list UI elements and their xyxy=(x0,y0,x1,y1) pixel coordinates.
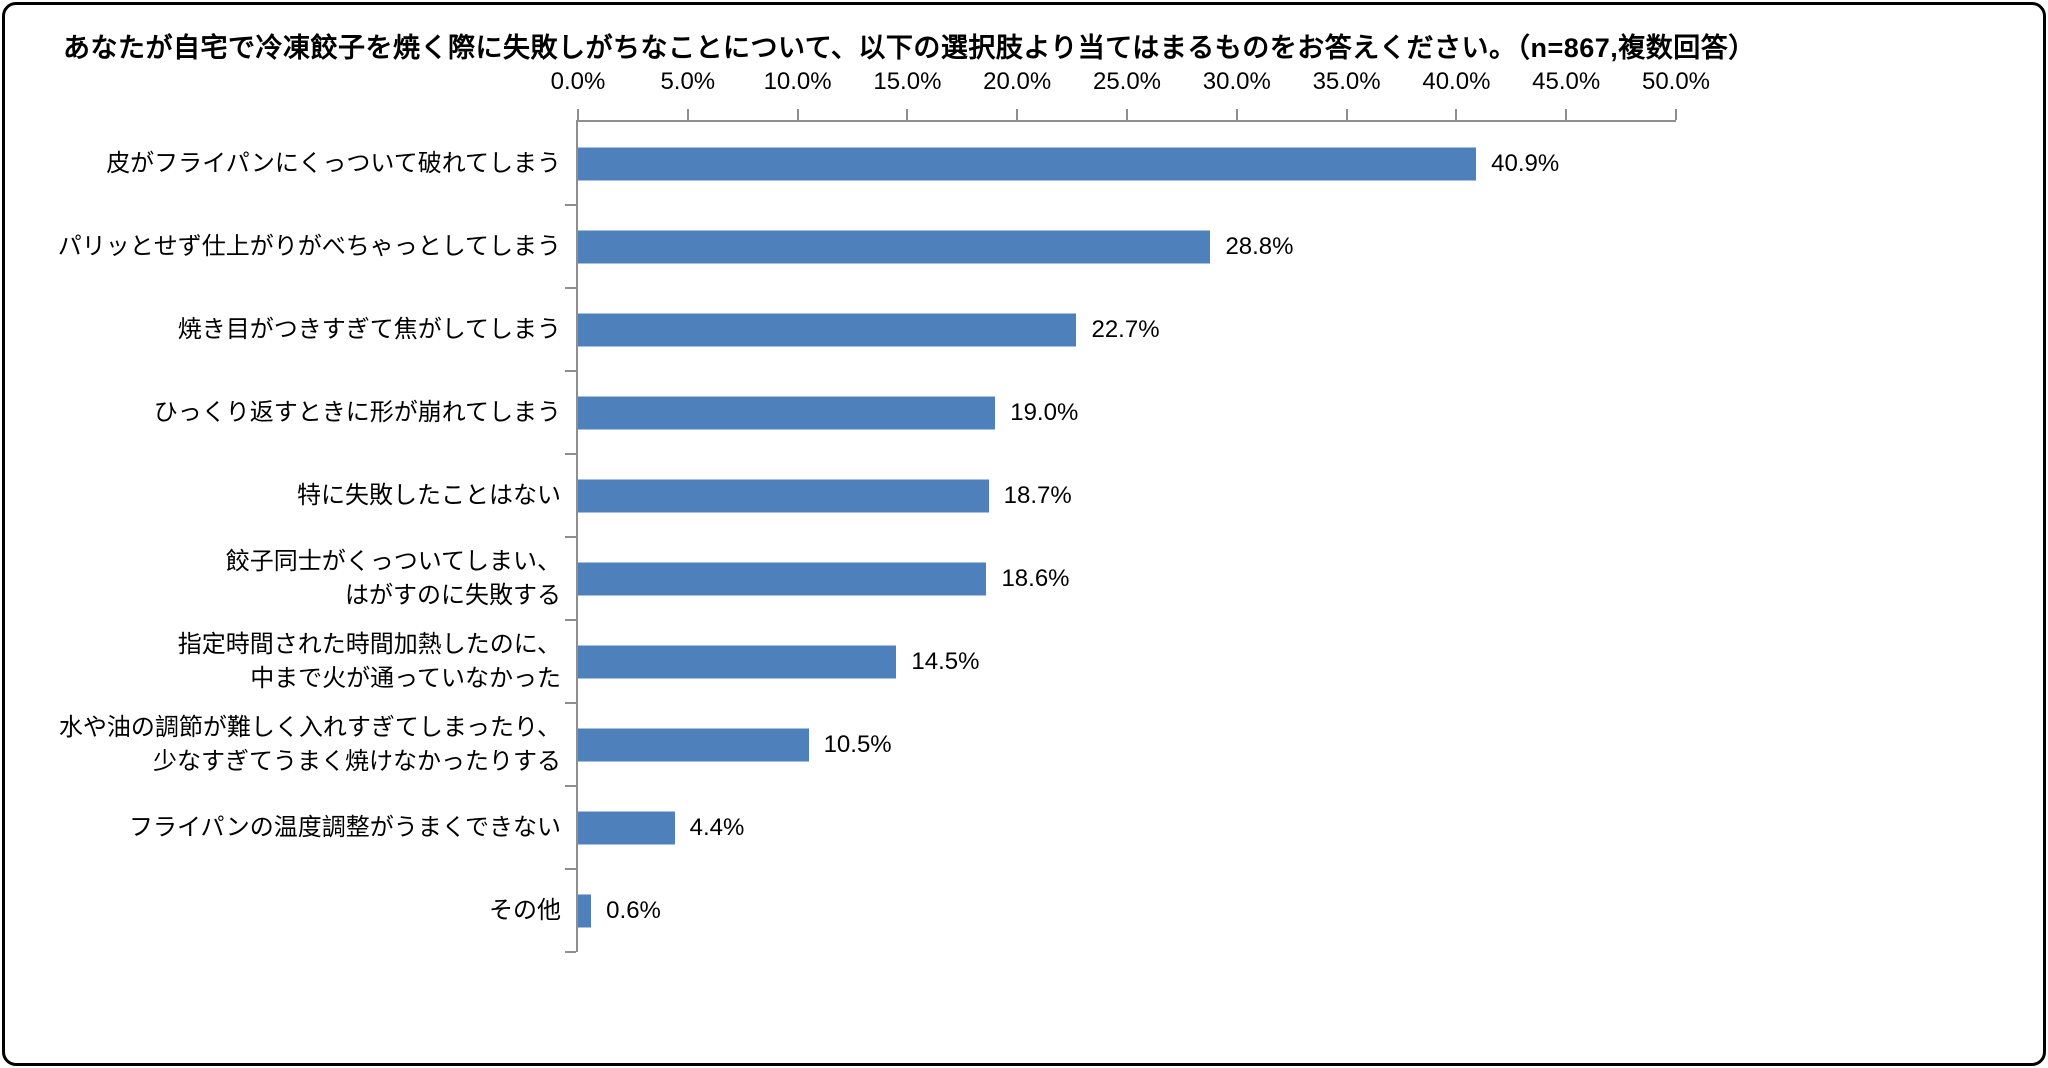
bar xyxy=(578,894,592,927)
value-label: 18.6% xyxy=(1001,564,1070,592)
category-row: 水や油の調節が難しく入れすぎてしまったり、 少なすぎてうまく焼けなかったりする 1… xyxy=(59,703,1676,787)
bar xyxy=(578,313,1077,346)
bar xyxy=(578,479,989,512)
value-label: 19.0% xyxy=(1010,398,1079,426)
bar xyxy=(578,396,996,429)
bar xyxy=(578,728,809,761)
x-axis-tick-label: 0.0% xyxy=(550,68,606,95)
value-label: 14.5% xyxy=(911,647,980,675)
value-label: 28.8% xyxy=(1225,232,1294,260)
x-axis-tick-mark xyxy=(1675,109,1677,120)
category-tick-mark xyxy=(565,536,576,538)
category-tick-mark xyxy=(565,951,576,953)
bar xyxy=(578,645,897,678)
x-axis-tick-label: 15.0% xyxy=(873,68,942,95)
x-axis-tick-mark xyxy=(686,109,689,120)
value-label: 10.5% xyxy=(823,730,892,758)
x-axis-tick-label: 45.0% xyxy=(1532,68,1601,95)
category-label: ひっくり返すときに形が崩れてしまう xyxy=(153,398,561,426)
category-tick-mark xyxy=(565,453,576,455)
x-axis-tick-mark xyxy=(1016,109,1019,120)
x-axis-tick-label: 10.0% xyxy=(763,68,832,95)
category-row: 焼き目がつきすぎて焦がしてしまう 22.7% xyxy=(178,288,1676,372)
category-tick-mark xyxy=(565,702,576,704)
x-axis-tick-mark xyxy=(1235,109,1238,120)
category-label: パリッとせず仕上がりがべちゃっとしてしまう xyxy=(57,232,561,260)
category-row: 餃子同士がくっついてしまい、 はがすのに失敗する 18.6% xyxy=(226,537,1676,621)
category-row: その他 0.6% xyxy=(489,869,1676,953)
x-axis-tick-label: 30.0% xyxy=(1202,68,1271,95)
x-axis-tick-mark xyxy=(1126,109,1128,120)
value-label: 40.9% xyxy=(1491,149,1560,177)
category-tick-mark xyxy=(565,287,576,289)
category-row: 特に失敗したことはない 18.7% xyxy=(297,454,1676,538)
category-label: 餃子同士がくっついてしまい、 はがすのに失敗する xyxy=(225,547,561,609)
value-label: 0.6% xyxy=(606,896,661,924)
x-axis-line xyxy=(576,120,1676,122)
category-label: フライパンの温度調整がうまくできない xyxy=(129,813,561,841)
category-tick-mark xyxy=(565,785,576,787)
value-label: 4.4% xyxy=(689,813,745,841)
x-axis-tick-mark xyxy=(1565,109,1568,120)
category-label: 水や油の調節が難しく入れすぎてしまったり、 少なすぎてうまく焼けなかったりする xyxy=(58,713,561,775)
x-axis-tick-label: 20.0% xyxy=(983,68,1052,95)
x-axis-tick-label: 40.0% xyxy=(1422,68,1491,95)
bar xyxy=(578,562,987,595)
bar xyxy=(578,230,1211,263)
category-label: その他 xyxy=(489,896,561,924)
bar xyxy=(578,811,675,844)
x-axis-tick-mark xyxy=(1455,109,1458,120)
value-label: 22.7% xyxy=(1091,315,1160,343)
category-label: 指定時間された時間加熱したのに、 中まで火が通っていなかった xyxy=(177,630,561,692)
x-axis-tick-mark xyxy=(796,109,799,120)
bar xyxy=(578,147,1477,180)
category-label: 焼き目がつきすぎて焦がしてしまう xyxy=(177,315,561,343)
category-row: フライパンの温度調整がうまくできない 4.4% xyxy=(129,786,1676,870)
plot-area: 0.0% 5.0% 10.0% 15.0% 20.0% 25.0% 30.0% 35.0% 40… xyxy=(58,68,1710,953)
category-tick-mark xyxy=(565,370,576,372)
x-axis-tick-label: 5.0% xyxy=(660,68,716,95)
x-axis-tick-mark xyxy=(1345,109,1348,120)
x-axis-tick-label: 25.0% xyxy=(1092,68,1162,95)
x-axis-tick-mark xyxy=(577,109,579,120)
category-row: パリッとせず仕上がりがべちゃっとしてしまう 28.8% xyxy=(58,205,1676,289)
x-axis-tick-mark xyxy=(906,109,909,120)
x-axis-tick-label: 35.0% xyxy=(1312,68,1381,95)
category-label: 皮がフライパンにくっついて破れてしまう xyxy=(106,149,561,177)
value-label: 18.7% xyxy=(1003,481,1072,509)
y-axis-line xyxy=(576,120,578,952)
category-row: 指定時間された時間加熱したのに、 中まで火が通っていなかった 14.5% xyxy=(178,620,1676,704)
category-tick-mark xyxy=(565,204,576,206)
category-tick-mark xyxy=(565,619,576,621)
category-label: 特に失敗したことはない xyxy=(297,481,561,509)
chart-title: あなたが自宅で冷凍餃子を焼く際に失敗しがちなことについて、以下の選択肢より当ては… xyxy=(63,33,1756,63)
category-row: ひっくり返すときに形が崩れてしまう 19.0% xyxy=(154,371,1676,455)
x-axis-tick-label: 50.0% xyxy=(1641,68,1711,95)
category-row: 皮がフライパンにくっついて破れてしまう 40.9% xyxy=(106,122,1676,206)
category-tick-mark xyxy=(565,868,576,870)
